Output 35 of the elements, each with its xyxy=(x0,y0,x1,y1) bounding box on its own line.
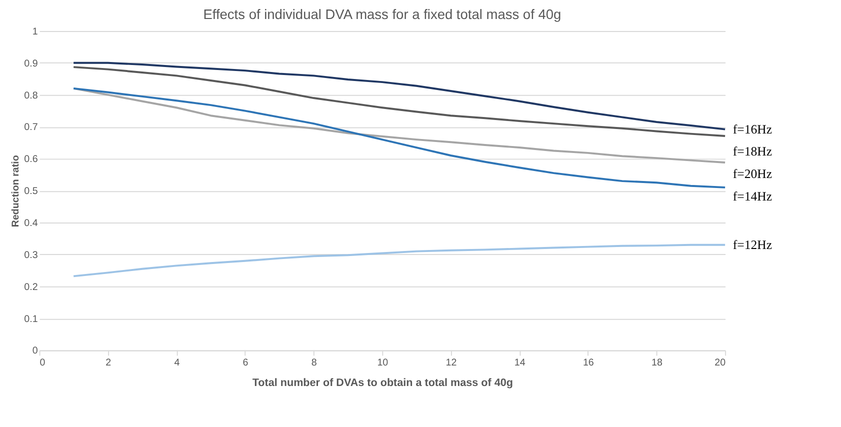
x-axis-title: Total number of DVAs to obtain a total mass of 40g xyxy=(252,377,513,390)
y-tick-label: 0 xyxy=(32,346,38,357)
y-tick-label: 1 xyxy=(32,26,38,38)
line-series xyxy=(72,66,726,138)
chart-title: Effects of individual DVA mass for a fixed total mass of 40g xyxy=(203,7,562,22)
x-tick-label: 2 xyxy=(106,358,112,369)
line-series xyxy=(72,87,726,188)
series-label: f=18Hz xyxy=(732,144,772,159)
x-tick-label: 14 xyxy=(514,358,526,369)
x-tick-label: 4 xyxy=(174,358,180,369)
x-tick-label: 12 xyxy=(446,358,457,369)
line-series xyxy=(72,87,726,164)
y-tick-label: 0.6 xyxy=(24,154,38,166)
series-label: f=16Hz xyxy=(732,122,772,136)
y-tick-label: 0.9 xyxy=(24,58,38,70)
y-tick-label: 0.5 xyxy=(24,186,38,198)
line-series xyxy=(72,244,726,278)
y-tick-label: 0.2 xyxy=(24,282,38,293)
y-tick-label: 0.7 xyxy=(24,122,38,134)
y-tick-label: 0.3 xyxy=(24,250,38,261)
y-tick-label: 0.8 xyxy=(24,90,38,102)
x-tick-label: 18 xyxy=(652,358,663,369)
y-tick-label: 0.4 xyxy=(24,218,38,229)
x-tick-label: 6 xyxy=(242,358,249,369)
x-tick-label: 10 xyxy=(377,358,389,369)
series-label: f=14Hz xyxy=(732,189,772,204)
x-tick-label: 8 xyxy=(311,358,318,369)
line-series xyxy=(72,62,726,130)
series-label: f=20Hz xyxy=(732,166,772,181)
y-tick-label: 0.1 xyxy=(24,314,38,325)
x-tick-label: 0 xyxy=(40,358,46,369)
series-label: f=12Hz xyxy=(732,238,772,252)
x-tick-label: 16 xyxy=(582,358,594,369)
x-tick-label: 20 xyxy=(714,358,726,369)
y-axis-title: Reduction ratio xyxy=(10,155,22,228)
